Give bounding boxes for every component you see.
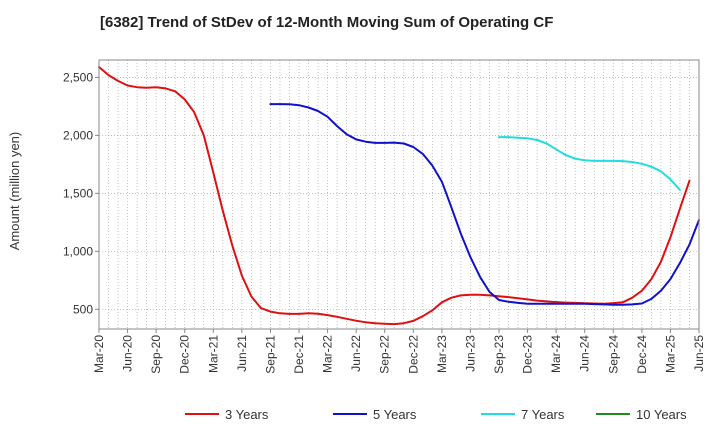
x-tick-label: Sep-21	[263, 335, 277, 374]
y-tick-label: 500	[73, 302, 93, 316]
legend-label: 5 Years	[373, 407, 417, 422]
series-line-7-years	[498, 136, 681, 191]
y-tick-label: 2,000	[63, 128, 93, 142]
x-tick-label: Jun-22	[349, 335, 363, 372]
x-tick-label: Mar-21	[206, 335, 220, 373]
x-tick-label: Jun-21	[235, 335, 249, 372]
grid-lines	[99, 60, 699, 329]
x-tick-label: Sep-22	[378, 335, 392, 374]
y-tick-label: 1,500	[63, 186, 93, 200]
x-tick-label: Mar-20	[92, 335, 106, 373]
x-tick-label: Dec-22	[406, 335, 420, 374]
y-axis-ticks: 500 1,000 1,500 2,000 2,500	[63, 70, 99, 316]
y-tick-label: 2,500	[63, 70, 93, 84]
x-tick-label: Mar-25	[663, 335, 677, 373]
x-tick-label: Dec-23	[521, 335, 535, 374]
x-tick-label: Dec-21	[292, 335, 306, 374]
x-tick-label: Jun-25	[692, 335, 706, 372]
y-tick-label: 1,000	[63, 244, 93, 258]
x-axis-ticks: Mar-20 Jun-20 Sep-20 Dec-20 Mar-21 Jun-21 Sep-…	[92, 329, 706, 374]
x-tick-label: Mar-22	[321, 335, 335, 373]
y-axis-label: Amount (million yen)	[7, 132, 22, 251]
x-tick-label: Sep-20	[149, 335, 163, 374]
x-tick-label: Jun-24	[578, 335, 592, 372]
x-tick-label: Mar-24	[549, 335, 563, 373]
x-tick-label: Jun-20	[121, 335, 135, 372]
legend: 3 Years 5 Years 7 Years 10 Years	[185, 407, 687, 422]
x-tick-label: Dec-24	[635, 335, 649, 374]
legend-label: 3 Years	[225, 407, 269, 422]
x-tick-label: Dec-20	[178, 335, 192, 374]
x-tick-label: Sep-24	[606, 335, 620, 374]
x-tick-label: Jun-23	[463, 335, 477, 372]
x-tick-label: Mar-23	[435, 335, 449, 373]
legend-label: 7 Years	[521, 407, 565, 422]
series-line-5-years	[269, 103, 700, 306]
chart-title: [6382] Trend of StDev of 12-Month Moving…	[100, 14, 553, 31]
legend-label: 10 Years	[636, 407, 687, 422]
x-tick-label: Sep-23	[492, 335, 506, 374]
series-lines	[98, 66, 700, 326]
plot-area	[99, 60, 699, 329]
plot-frame	[98, 59, 700, 330]
